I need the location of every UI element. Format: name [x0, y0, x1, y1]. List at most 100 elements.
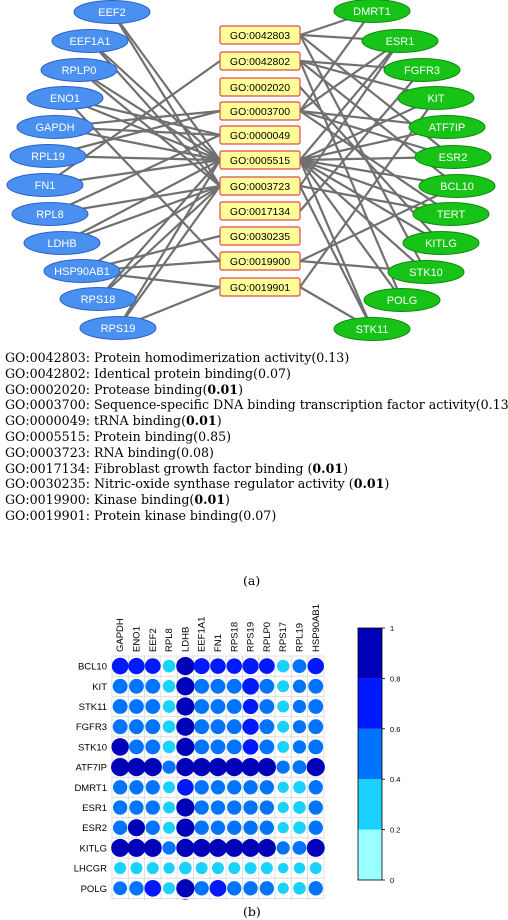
cell-fgfr3-gapdh [112, 719, 128, 735]
row-label-polg: POLG [81, 884, 107, 895]
cell-lhcgr-rplp0 [260, 862, 273, 875]
cell-dmrt1-rplp0 [259, 780, 275, 795]
cell-kitlg-rps19 [241, 838, 260, 857]
col-label-rpl19: RPL19 [294, 623, 305, 652]
right-node-stk11: STK11 [333, 317, 411, 341]
cell-stk10-rpl8 [162, 740, 176, 754]
go-node-label: GO:0042802 [230, 56, 290, 68]
left-node-gapdh: GAPDH [16, 115, 94, 139]
row-labels: BCL10 KIT STK11 FGFR3 STK10 ATF7IP DMRT1 ESR1 ES… [74, 662, 107, 895]
go-list-desc: Protein binding( [89, 428, 199, 444]
cell-kit-rplp0 [259, 678, 275, 694]
row-label-lhcgr: LHCGR [74, 864, 107, 875]
cell-kit-fn1 [210, 678, 226, 694]
gene-label: ENO1 [50, 93, 80, 105]
go-node-label: GO:0019901 [230, 282, 290, 294]
cell-esr2-eef1a1 [194, 820, 209, 835]
go-node-label: GO:0042803 [230, 30, 290, 42]
go-node-go-0042802: GO:0042802 [219, 51, 301, 71]
cell-lhcgr-rpl8 [163, 862, 175, 874]
cell-atf7ip-eno1 [127, 757, 146, 777]
edge-rps19-go-0003723 [117, 185, 221, 329]
col-label-rps19: RPS19 [246, 622, 257, 652]
cell-kit-ldhb [176, 677, 195, 696]
cell-stk11-rps19 [242, 698, 259, 715]
cell-polg-fn1 [209, 879, 227, 897]
cell-lhcgr-gapdh [114, 862, 127, 875]
gene-label: POLG [387, 295, 418, 307]
cell-kit-eef1a1 [194, 678, 210, 694]
cell-lhcgr-rps18 [228, 862, 241, 875]
go-list-desc: Fibroblast growth factor binding ( [89, 460, 313, 476]
cell-kit-rps19 [242, 677, 259, 695]
go-node-go-0003700: GO:0003700 [219, 101, 301, 121]
correlation-plot: GAPDH ENO1 EEF2 RPL8 LDHB EEF1A1 FN1 RPS18 RPS19… [74, 604, 400, 900]
right-node-esr1: ESR1 [361, 29, 439, 53]
cell-stk11-fn1 [210, 699, 226, 714]
column-labels: GAPDH ENO1 EEF2 RPL8 LDHB EEF1A1 FN1 RPS18 RPS19… [115, 604, 322, 652]
cell-bcl10-rps17 [276, 659, 290, 673]
gene-label: DMRT1 [353, 6, 391, 18]
cell-dmrt1-rps19 [243, 780, 258, 795]
left-node-eef1a1: EEF1A1 [51, 29, 129, 53]
cell-polg-gapdh [113, 881, 128, 896]
go-list-desc: Nitric-oxide synthase regulator activity… [89, 476, 354, 492]
cell-dmrt1-ldhb [177, 778, 194, 796]
go-list-desc: tRNA binding( [89, 413, 187, 429]
colorbar-segment [358, 678, 382, 729]
cell-stk10-gapdh [111, 738, 129, 756]
go-list-desc: Identical protein binding( [89, 365, 258, 381]
cell-atf7ip-eef1a1 [192, 757, 211, 777]
col-label-hsp90ab1: HSP90AB1 [311, 604, 322, 652]
cell-bcl10-fn1 [210, 658, 226, 674]
colorbar-segment [358, 829, 382, 880]
col-label-eef2: EEF2 [148, 628, 159, 652]
go-list-item: GO:0019900: Kinase binding(0.01) [5, 492, 230, 508]
go-node-label: GO:0003723 [230, 181, 290, 193]
edge-rpl8-go-0000049 [49, 134, 221, 215]
gene-label: ATF7IP [429, 122, 465, 134]
cell-bcl10-eef1a1 [193, 658, 210, 675]
go-list-id: GO:0000049: [5, 413, 90, 429]
cell-kitlg-fn1 [208, 838, 227, 857]
right-node-bcl10: BCL10 [418, 174, 496, 198]
edge-eef2-go-0005515 [111, 11, 221, 161]
colorbar-tick: 0.4 [390, 775, 400, 784]
go-list-item: GO:0019901: Protein kinase binding(0.07) [5, 507, 277, 523]
cell-esr2-rpl19 [293, 821, 306, 835]
cell-bcl10-ldhb [176, 656, 195, 676]
cell-fgfr3-rplp0 [259, 719, 275, 735]
left-gene-nodes: EEF2 EEF1A1 RPLP0 ENO1 GAPDH RPL19 FN1 RPL8 LDHB… [6, 0, 157, 340]
go-list-id: GO:0003723: [5, 444, 90, 460]
cell-stk11-ldhb [176, 697, 195, 716]
go-node-label: GO:0030235 [230, 231, 290, 243]
go-list-id: GO:0017134: [5, 460, 90, 476]
go-node-label: GO:0000049 [230, 130, 290, 142]
colorbar-segment [358, 628, 382, 679]
cell-stk11-eef2 [145, 699, 161, 714]
gene-label: STK10 [409, 267, 443, 279]
go-list-item: GO:0030235: Nitric-oxide synthase regula… [5, 476, 390, 492]
gene-label: RPS18 [81, 294, 116, 306]
go-list-value: 0.07 [257, 365, 286, 381]
cell-kit-gapdh [112, 678, 128, 694]
go-list-value: 0.01 [207, 381, 239, 397]
go-list-value: 0.85 [198, 428, 227, 444]
colorbar-tick: 0.2 [390, 826, 400, 835]
left-node-ldhb: LDHB [23, 231, 101, 255]
gene-label: RPLP0 [62, 65, 97, 77]
cell-stk11-hsp90ab1 [308, 699, 324, 714]
caption-a: (a) [243, 573, 261, 588]
cell-atf7ip-rps19 [241, 757, 260, 777]
go-node-go-0002020: GO:0002020 [219, 77, 301, 97]
cell-polg-rps19 [243, 881, 258, 896]
cell-polg-rps17 [277, 882, 289, 894]
cell-stk10-eno1 [129, 739, 144, 755]
cell-bcl10-gapdh [111, 657, 129, 675]
cell-stk10-fn1 [210, 739, 226, 755]
cell-esr1-rps18 [227, 800, 242, 815]
cell-bcl10-rpl8 [162, 659, 176, 673]
colorbar-legend: 0 0.2 0.4 0.6 0.8 1 [357, 624, 400, 885]
left-node-rps18: RPS18 [59, 287, 137, 311]
go-list-desc: Kinase binding( [89, 492, 195, 508]
